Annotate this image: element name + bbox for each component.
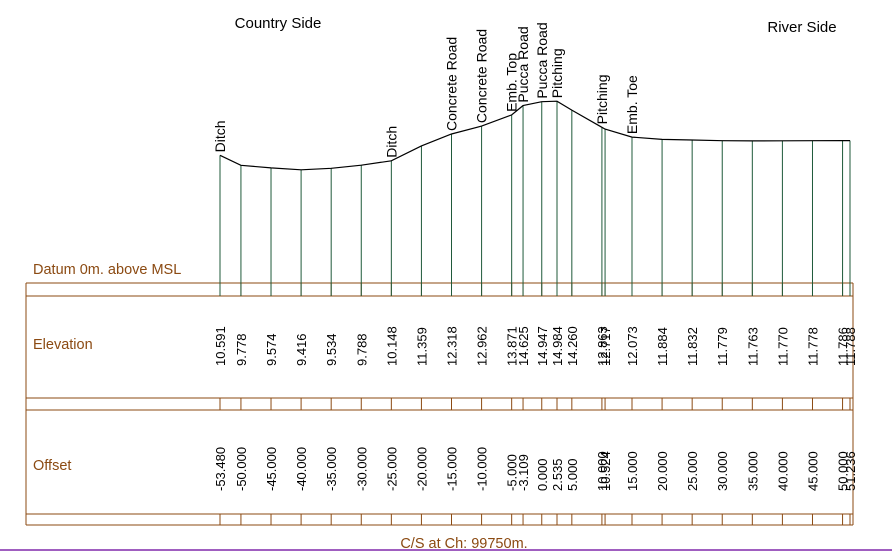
elevation-value: 13.871 bbox=[505, 326, 520, 366]
datum-label: Datum 0m. above MSL bbox=[33, 262, 181, 278]
offset-value: -30.000 bbox=[354, 447, 369, 491]
feature-label: Pitching bbox=[594, 75, 610, 125]
offset-value: -50.000 bbox=[234, 447, 249, 491]
offset-value: 10.000 bbox=[595, 451, 610, 491]
bottom-rule bbox=[0, 549, 892, 551]
offset-value: -25.000 bbox=[384, 447, 399, 491]
offset-value: 51.236 bbox=[843, 451, 858, 491]
feature-label: Emb. Top bbox=[504, 53, 520, 112]
elevation-value: 11.788 bbox=[843, 327, 858, 366]
elevation-value: 11.832 bbox=[685, 327, 700, 366]
offset-value: -5.000 bbox=[505, 454, 520, 491]
offset-value: -3.109 bbox=[516, 454, 531, 491]
elevation-value: 14.260 bbox=[565, 326, 580, 366]
offset-value: 40.000 bbox=[775, 451, 790, 491]
offset-value: 45.000 bbox=[805, 451, 820, 491]
offset-value: 25.000 bbox=[685, 451, 700, 491]
offset-value: -35.000 bbox=[324, 447, 339, 491]
offset-value: 0.000 bbox=[535, 458, 550, 491]
offset-value: -15.000 bbox=[445, 447, 460, 491]
feature-labels: Ditch Ditch Concrete Road Concrete Road Emb.… bbox=[212, 22, 640, 157]
elevation-value: 11.786 bbox=[836, 327, 851, 366]
elevation-value: 14.947 bbox=[535, 326, 550, 366]
offset-value: 30.000 bbox=[715, 451, 730, 491]
elevation-value: 12.073 bbox=[625, 326, 640, 366]
feature-label: Emb. Toe bbox=[624, 75, 640, 134]
section-caption: C/S at Ch: 99750m. bbox=[400, 536, 527, 552]
feature-label: Concrete Road bbox=[474, 29, 490, 123]
offset-value: 10.524 bbox=[598, 451, 613, 491]
offset-values: -53.480 -50.000 -45.000 -40.000 -35.000 -30.0… bbox=[213, 447, 858, 491]
elevation-value: 12.863 bbox=[595, 326, 610, 366]
elevation-value: 9.574 bbox=[264, 333, 279, 366]
elevation-value: 12.318 bbox=[445, 326, 460, 366]
feature-label: Concrete Road bbox=[444, 37, 460, 131]
offset-value: 50.000 bbox=[836, 451, 851, 491]
offset-value: -53.480 bbox=[213, 447, 228, 491]
offset-value: -20.000 bbox=[414, 447, 429, 491]
elevation-row-label: Elevation bbox=[33, 337, 93, 353]
elevation-value: 11.778 bbox=[805, 327, 820, 366]
elevation-value: 10.591 bbox=[213, 326, 228, 366]
elevation-value: 9.778 bbox=[234, 333, 249, 366]
offset-value: 35.000 bbox=[745, 451, 760, 491]
elevation-values: 10.591 9.778 9.574 9.416 9.534 9.788 10.148 11.… bbox=[213, 326, 858, 366]
feature-label: Ditch bbox=[212, 120, 228, 152]
river-side-title: River Side bbox=[767, 19, 836, 36]
elevation-value: 10.148 bbox=[384, 326, 399, 366]
offset-value: -40.000 bbox=[294, 447, 309, 491]
elevation-value: 9.788 bbox=[354, 333, 369, 366]
elevation-value: 9.534 bbox=[324, 333, 339, 366]
elevation-value: 11.884 bbox=[655, 327, 670, 366]
feature-label: Ditch bbox=[383, 126, 399, 158]
station-lines bbox=[219, 101, 851, 296]
elevation-value: 12.962 bbox=[475, 326, 490, 366]
elevation-value: 11.770 bbox=[775, 327, 790, 366]
offset-value: 20.000 bbox=[655, 451, 670, 491]
offset-value: 15.000 bbox=[625, 451, 640, 491]
ground-profile-line bbox=[219, 100, 850, 171]
elevation-value: 11.359 bbox=[414, 327, 429, 366]
feature-label: Pucca Road bbox=[534, 22, 550, 98]
country-side-title: Country Side bbox=[235, 15, 322, 32]
elevation-value: 11.763 bbox=[745, 327, 760, 366]
feature-label: Pitching bbox=[549, 48, 565, 98]
offset-value: -45.000 bbox=[264, 447, 279, 491]
elevation-value: 14.625 bbox=[516, 326, 531, 366]
offset-value: -10.000 bbox=[475, 447, 490, 491]
elevation-value: 14.984 bbox=[550, 326, 565, 366]
elevation-value: 11.779 bbox=[715, 327, 730, 366]
offset-value: 2.535 bbox=[550, 458, 565, 491]
elevation-value: 12.717 bbox=[598, 326, 613, 366]
elevation-value: 9.416 bbox=[294, 333, 309, 366]
offset-value: 5.000 bbox=[565, 458, 580, 491]
offset-row-label: Offset bbox=[33, 458, 71, 474]
feature-label: Pucca Road bbox=[515, 26, 531, 102]
